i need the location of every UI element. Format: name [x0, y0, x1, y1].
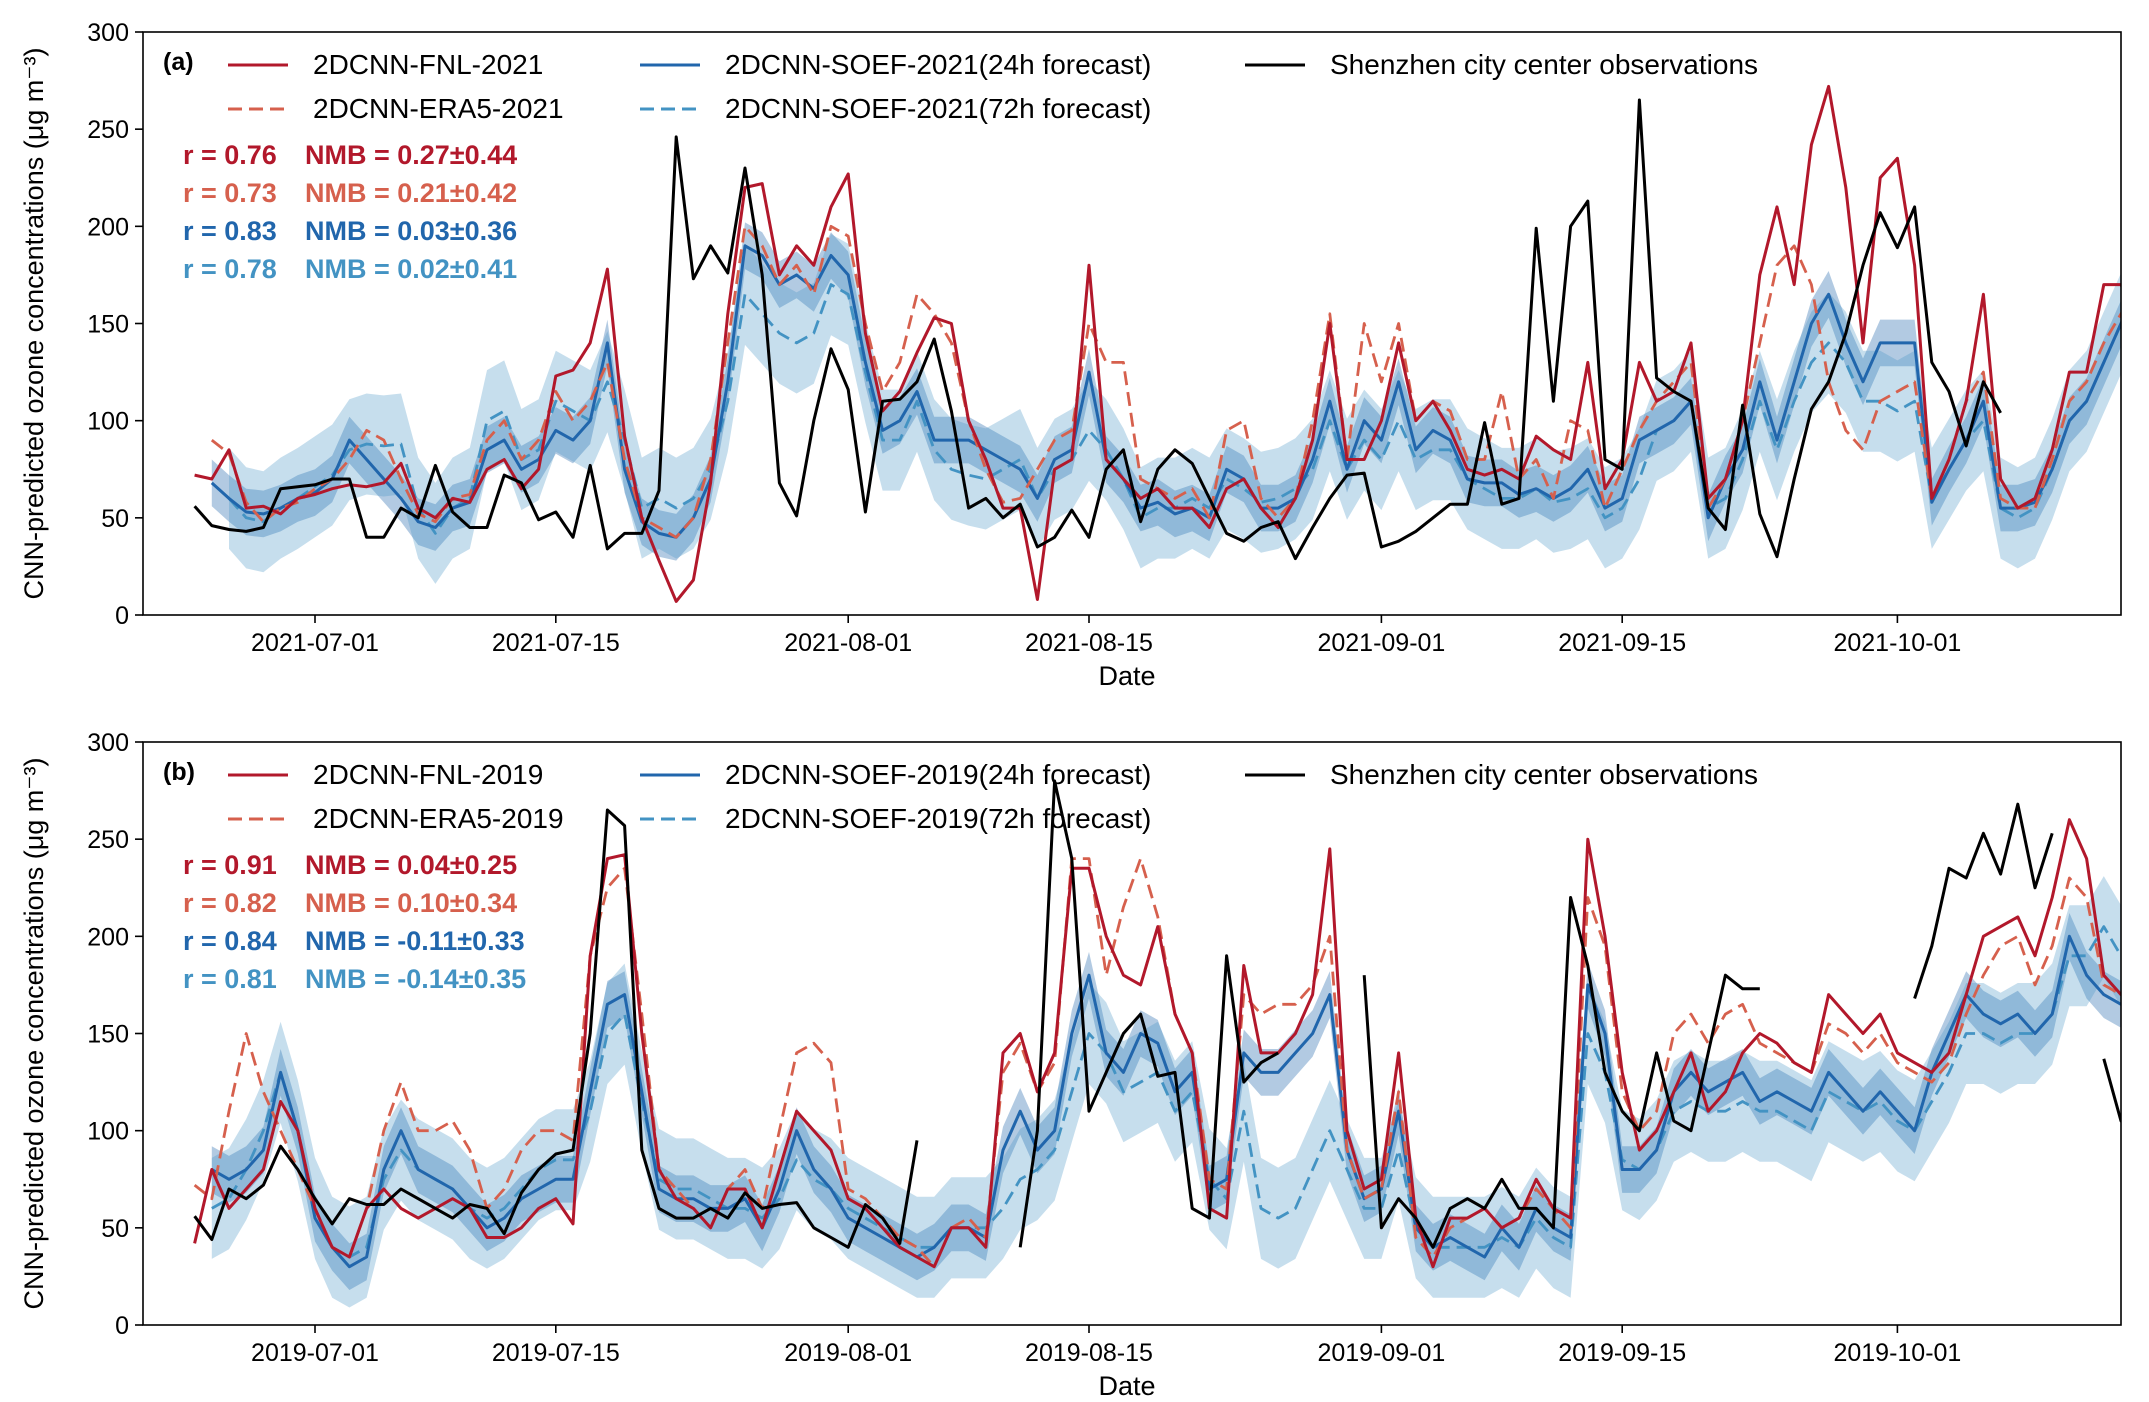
- legend-label: 2DCNN-ERA5-2021: [313, 93, 564, 124]
- y-tick-label: 150: [87, 311, 129, 339]
- series-line-3: [211, 925, 2121, 1259]
- legend-item: Shenzhen city center observations: [1245, 759, 1758, 790]
- x-tick-label: 2021-09-01: [1317, 629, 1445, 657]
- x-tick-label: 2021-08-15: [1025, 629, 1153, 657]
- legend-label: 2DCNN-SOEF-2019(72h forecast): [725, 803, 1151, 834]
- series-line-4: [193, 98, 2002, 561]
- x-tick-label: 2021-07-01: [251, 629, 379, 657]
- y-tick-label: 50: [101, 1215, 129, 1243]
- y-tick-label: 150: [87, 1021, 129, 1049]
- stat-r: r = 0.82: [183, 888, 277, 918]
- x-tick-label: 2019-10-01: [1833, 1339, 1961, 1367]
- legend-label: 2DCNN-FNL-2021: [313, 49, 543, 80]
- series-segment: [2102, 1058, 2121, 1123]
- x-tick-label: 2019-09-15: [1558, 1339, 1686, 1367]
- series-line-3: [227, 283, 2121, 535]
- series-segment: [1913, 802, 2054, 999]
- y-tick-label: 0: [115, 1312, 129, 1340]
- legend-item: Shenzhen city center observations: [1245, 49, 1758, 80]
- legend-item: 2DCNN-ERA5-2019: [228, 803, 564, 834]
- legend-label: 2DCNN-FNL-2019: [313, 759, 543, 790]
- stat-nmb: NMB = 0.21±0.42: [305, 178, 517, 208]
- stat-r: r = 0.91: [183, 850, 277, 880]
- x-tick-label: 2021-09-15: [1558, 629, 1686, 657]
- legend-label: 2DCNN-ERA5-2019: [313, 803, 564, 834]
- uncertainty-band-0: [211, 913, 2121, 1290]
- x-axis-label: Date: [1098, 661, 1155, 691]
- series-line-2: [211, 934, 2121, 1269]
- panel-a: 0 50 100 150 200 250 300 2021-07-01 2021-07-15 20…: [19, 19, 2122, 691]
- x-tick-label: 2019-08-01: [784, 1339, 912, 1367]
- y-tick-label: 250: [87, 826, 129, 854]
- series-segment: [227, 283, 2121, 535]
- legend-label: Shenzhen city center observations: [1330, 49, 1758, 80]
- panel-b: 0 50 100 150 200 250 300 2019-07-01 2019-07-15 20…: [19, 729, 2122, 1401]
- legend-label: 2DCNN-SOEF-2019(24h forecast): [725, 759, 1151, 790]
- x-axis-label: Date: [1098, 1371, 1155, 1401]
- series-segment: [211, 925, 2121, 1259]
- legend-item: 2DCNN-SOEF-2019(24h forecast): [640, 759, 1151, 790]
- stat-r: r = 0.76: [183, 140, 277, 170]
- x-tick-label: 2021-07-15: [492, 629, 620, 657]
- legend-item: 2DCNN-FNL-2019: [228, 759, 543, 790]
- stat-nmb: NMB = 0.27±0.44: [305, 140, 517, 170]
- stat-r: r = 0.81: [183, 964, 277, 994]
- legend-label: 2DCNN-SOEF-2021(24h forecast): [725, 49, 1151, 80]
- x-tick-label: 2019-07-15: [492, 1339, 620, 1367]
- legend-item: 2DCNN-FNL-2021: [228, 49, 543, 80]
- y-axis-label: CNN-predicted ozone concentrations (μg m…: [19, 47, 49, 599]
- series-segment: [193, 98, 2002, 561]
- stat-nmb: NMB = 0.04±0.25: [305, 850, 517, 880]
- panel-label: (b): [163, 758, 195, 786]
- x-tick-label: 2021-08-01: [784, 629, 912, 657]
- plot-area: [193, 84, 2121, 603]
- stat-nmb: NMB = 0.02±0.41: [305, 254, 517, 284]
- stat-nmb: NMB = -0.11±0.33: [305, 926, 525, 956]
- stat-nmb: NMB = -0.14±0.35: [305, 964, 526, 994]
- legend-label: Shenzhen city center observations: [1330, 759, 1758, 790]
- legend: 2DCNN-FNL-2019 2DCNN-ERA5-2019 2DCNN-SOEF-…: [228, 759, 1758, 834]
- series-segment: [193, 818, 2121, 1269]
- stat-r: r = 0.78: [183, 254, 277, 284]
- plot-area: [193, 779, 2121, 1308]
- stat-nmb: NMB = 0.03±0.36: [305, 216, 517, 246]
- legend-label: 2DCNN-SOEF-2021(72h forecast): [725, 93, 1151, 124]
- stat-r: r = 0.84: [183, 926, 277, 956]
- y-tick-label: 100: [87, 1118, 129, 1146]
- y-axis-label: CNN-predicted ozone concentrations (μg m…: [19, 757, 49, 1309]
- y-tick-label: 0: [115, 602, 129, 630]
- series-line-0: [194, 84, 2121, 603]
- stats-block: r = 0.76 NMB = 0.27±0.44 r = 0.73 NMB = 0.2…: [183, 140, 517, 284]
- x-tick-label: 2019-08-15: [1025, 1339, 1153, 1367]
- series-segment: [194, 84, 2121, 603]
- legend-item: 2DCNN-SOEF-2021(72h forecast): [640, 93, 1151, 124]
- series-line-4: [193, 779, 2121, 1249]
- series-segment: [211, 934, 2121, 1269]
- y-tick-label: 100: [87, 408, 129, 436]
- legend-item: 2DCNN-SOEF-2021(24h forecast): [640, 49, 1151, 80]
- series-segment: [1018, 779, 1279, 1248]
- series-segment: [193, 808, 919, 1249]
- legend-item: 2DCNN-ERA5-2021: [228, 93, 564, 124]
- series-line-0: [193, 818, 2121, 1269]
- y-tick-label: 250: [87, 116, 129, 144]
- y-tick-label: 200: [87, 213, 129, 241]
- stat-nmb: NMB = 0.10±0.34: [305, 888, 517, 918]
- series-segment: [1362, 896, 1760, 1249]
- legend-item: 2DCNN-SOEF-2019(72h forecast): [640, 803, 1151, 834]
- stats-block: r = 0.91 NMB = 0.04±0.25 r = 0.82 NMB = 0.1…: [183, 850, 526, 994]
- x-tick-label: 2019-07-01: [251, 1339, 379, 1367]
- stat-r: r = 0.73: [183, 178, 277, 208]
- panel-label: (a): [163, 48, 194, 76]
- y-tick-label: 50: [101, 505, 129, 533]
- x-tick-label: 2021-10-01: [1833, 629, 1961, 657]
- y-tick-label: 200: [87, 923, 129, 951]
- stat-r: r = 0.83: [183, 216, 277, 246]
- y-tick-label: 300: [87, 19, 129, 47]
- legend: 2DCNN-FNL-2021 2DCNN-ERA5-2021 2DCNN-SOEF-…: [228, 49, 1758, 124]
- y-tick-label: 300: [87, 729, 129, 757]
- x-tick-label: 2019-09-01: [1317, 1339, 1445, 1367]
